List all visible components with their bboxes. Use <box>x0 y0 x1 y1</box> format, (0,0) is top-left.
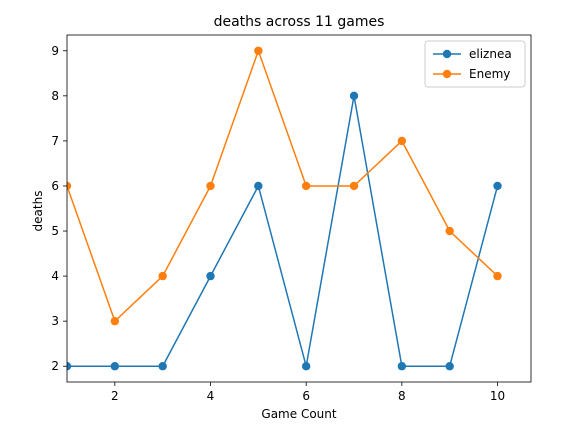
data-point-Enemy-9 <box>445 226 454 236</box>
data-point-eliznea-1 <box>67 362 72 371</box>
x-tick-label-6: 6 <box>302 389 310 403</box>
x-tick-label-4: 4 <box>207 389 215 403</box>
plot-area: 2 4 6 8 10 2 3 4 5 6 7 8 9 <box>51 34 532 403</box>
data-point-eliznea-4 <box>206 271 215 281</box>
data-point-Enemy-3 <box>158 271 167 281</box>
data-point-eliznea-5 <box>254 181 263 191</box>
y-tick-label-4: 4 <box>51 269 59 283</box>
x-tick-label-10: 10 <box>490 389 505 403</box>
legend: eliznea Enemy <box>424 40 526 88</box>
data-point-Enemy-7 <box>349 181 359 191</box>
x-tick-label-8: 8 <box>398 389 406 403</box>
data-point-eliznea-6 <box>301 362 311 371</box>
series-eliznea <box>67 91 502 371</box>
y-tick-label-7: 7 <box>51 134 59 148</box>
legend-marker-eliznea <box>442 49 452 59</box>
data-point-eliznea-3 <box>158 362 167 371</box>
data-point-eliznea-7 <box>349 91 359 101</box>
series-Enemy <box>67 46 502 326</box>
data-point-eliznea-8 <box>397 362 407 371</box>
y-tick-label-2: 2 <box>51 359 59 373</box>
data-point-Enemy-1 <box>67 181 72 191</box>
legend-marker-Enemy <box>442 69 452 79</box>
chart-title: deaths across 11 games <box>214 14 385 30</box>
y-tick-label-8: 8 <box>51 89 59 103</box>
y-tick-label-6: 6 <box>51 179 59 193</box>
y-tick-label-3: 3 <box>51 314 59 328</box>
data-point-Enemy-5 <box>254 46 263 55</box>
y-tick-label-5: 5 <box>51 224 59 238</box>
series-line-eliznea <box>67 95 499 367</box>
y-tick-label-9: 9 <box>51 44 59 58</box>
y-axis-label: deaths <box>31 191 45 232</box>
x-axis-label: Game Count <box>261 407 336 421</box>
plot-frame <box>66 34 532 383</box>
data-point-Enemy-10 <box>493 271 502 281</box>
data-point-Enemy-4 <box>206 181 215 191</box>
x-tick-label-2: 2 <box>111 389 119 403</box>
series-line-Enemy <box>67 50 499 322</box>
legend-label-eliznea: eliznea <box>469 47 512 61</box>
data-point-Enemy-6 <box>301 181 311 191</box>
data-point-eliznea-9 <box>445 362 454 371</box>
data-point-eliznea-10 <box>493 181 502 191</box>
legend-label-Enemy: Enemy <box>469 67 510 81</box>
data-point-Enemy-8 <box>397 136 407 146</box>
data-point-eliznea-2 <box>110 362 120 371</box>
data-point-Enemy-2 <box>110 316 120 326</box>
